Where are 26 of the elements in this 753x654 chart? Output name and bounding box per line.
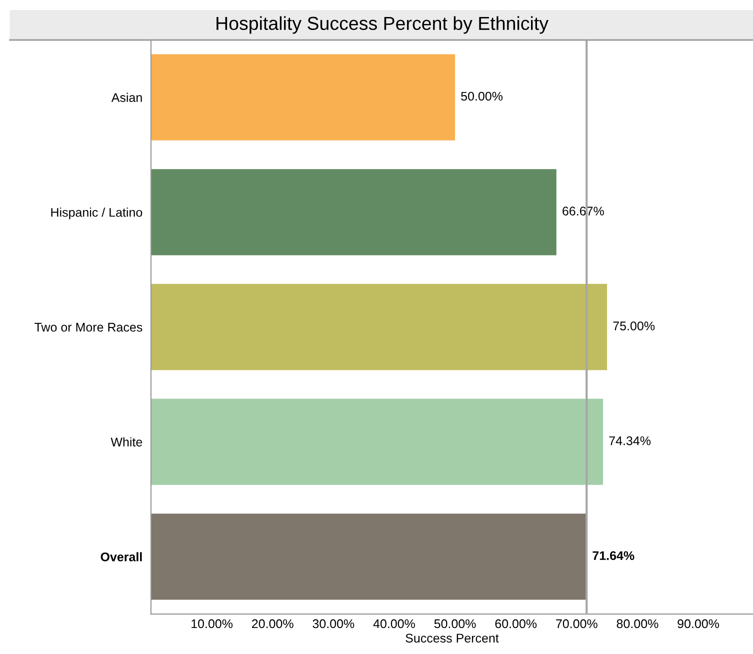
x-tick-label: 90.00% [678, 619, 720, 628]
data-label: 66.67% [562, 206, 604, 216]
x-axis-title: Success Percent [406, 634, 499, 643]
chart-title: Hospitality Success Percent by Ethnicity [216, 16, 548, 34]
bar [150, 514, 587, 600]
x-tick-label: 60.00% [495, 619, 537, 628]
x-tick-label: 40.00% [373, 619, 415, 628]
y-tick-label: White [110, 437, 142, 446]
x-tick-label: 70.00% [556, 619, 598, 628]
data-label: 74.34% [609, 436, 651, 446]
bar [150, 169, 556, 256]
bar [150, 284, 608, 370]
y-tick-label: Overall [100, 552, 142, 562]
bar [150, 398, 604, 485]
data-label: 71.64% [592, 551, 634, 560]
x-tick-label: 30.00% [312, 619, 354, 628]
data-label: 50.00% [461, 92, 503, 101]
bar [150, 54, 456, 140]
x-tick-label: 10.00% [192, 619, 233, 628]
x-tick-label: 20.00% [252, 619, 294, 628]
x-tick-label: 50.00% [434, 619, 476, 628]
y-tick-label: Hispanic / Latino [51, 208, 142, 220]
y-tick-label: Asian [111, 92, 142, 102]
x-tick-label: 80.00% [616, 619, 658, 628]
data-label: 75.00% [613, 322, 655, 330]
y-tick-label: Two or More Races [34, 322, 142, 332]
